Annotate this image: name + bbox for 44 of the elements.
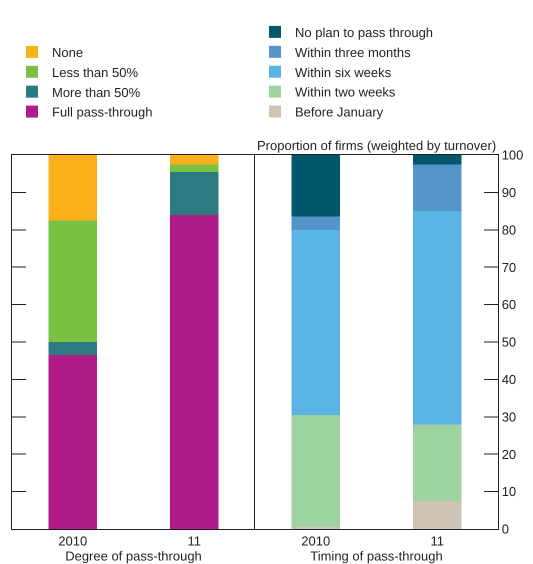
y-tick-label: 60	[502, 297, 516, 312]
legend-label: No plan to pass through	[295, 24, 434, 40]
y-axis-title: Proportion of firms (weighted by turnover)	[257, 138, 496, 153]
y-tick-label: 40	[502, 372, 516, 387]
bar	[291, 155, 340, 217]
bar	[412, 424, 462, 501]
y-tick-label: 80	[502, 222, 516, 238]
legend-label: Less than 50%	[52, 64, 138, 80]
legend-label: None	[52, 44, 84, 60]
bar	[48, 155, 98, 220]
legend-label: Within three months	[295, 44, 412, 60]
bar	[291, 230, 340, 415]
x-tick-label: 2010	[58, 534, 88, 549]
bar	[412, 155, 462, 164]
x-axis-title: Timing of pass-through	[310, 548, 443, 564]
bar	[412, 500, 462, 529]
bar	[412, 164, 462, 212]
legend-label: Before January	[295, 104, 384, 120]
y-tick-label: 20	[502, 446, 516, 462]
y-tick-label: 50	[502, 334, 516, 350]
legend-label: Within two weeks	[295, 84, 396, 100]
legend-label: Full pass-through	[52, 104, 152, 120]
x-axis-title: Degree of pass-through	[65, 548, 202, 564]
legend-label: More than 50%	[52, 84, 141, 100]
y-tick-label: 70	[502, 260, 516, 275]
y-tick-label: 10	[502, 484, 516, 500]
bar	[170, 164, 219, 172]
bar	[48, 342, 98, 356]
bar	[291, 414, 340, 528]
y-tick-label: 0	[502, 522, 509, 537]
legend-label: Within six weeks	[295, 64, 392, 80]
x-tick-label: 11	[188, 534, 201, 549]
x-tick-label: 2010	[301, 534, 330, 549]
bar	[412, 211, 462, 424]
bar	[170, 155, 219, 164]
y-tick-label: 100	[502, 148, 524, 163]
bar	[48, 220, 98, 342]
y-tick-label: 30	[502, 409, 516, 424]
bar	[291, 216, 340, 230]
x-tick-label: 11	[430, 534, 444, 549]
bar	[170, 172, 219, 215]
bar	[170, 214, 219, 529]
y-tick-label: 90	[502, 184, 516, 200]
bar	[48, 355, 98, 529]
